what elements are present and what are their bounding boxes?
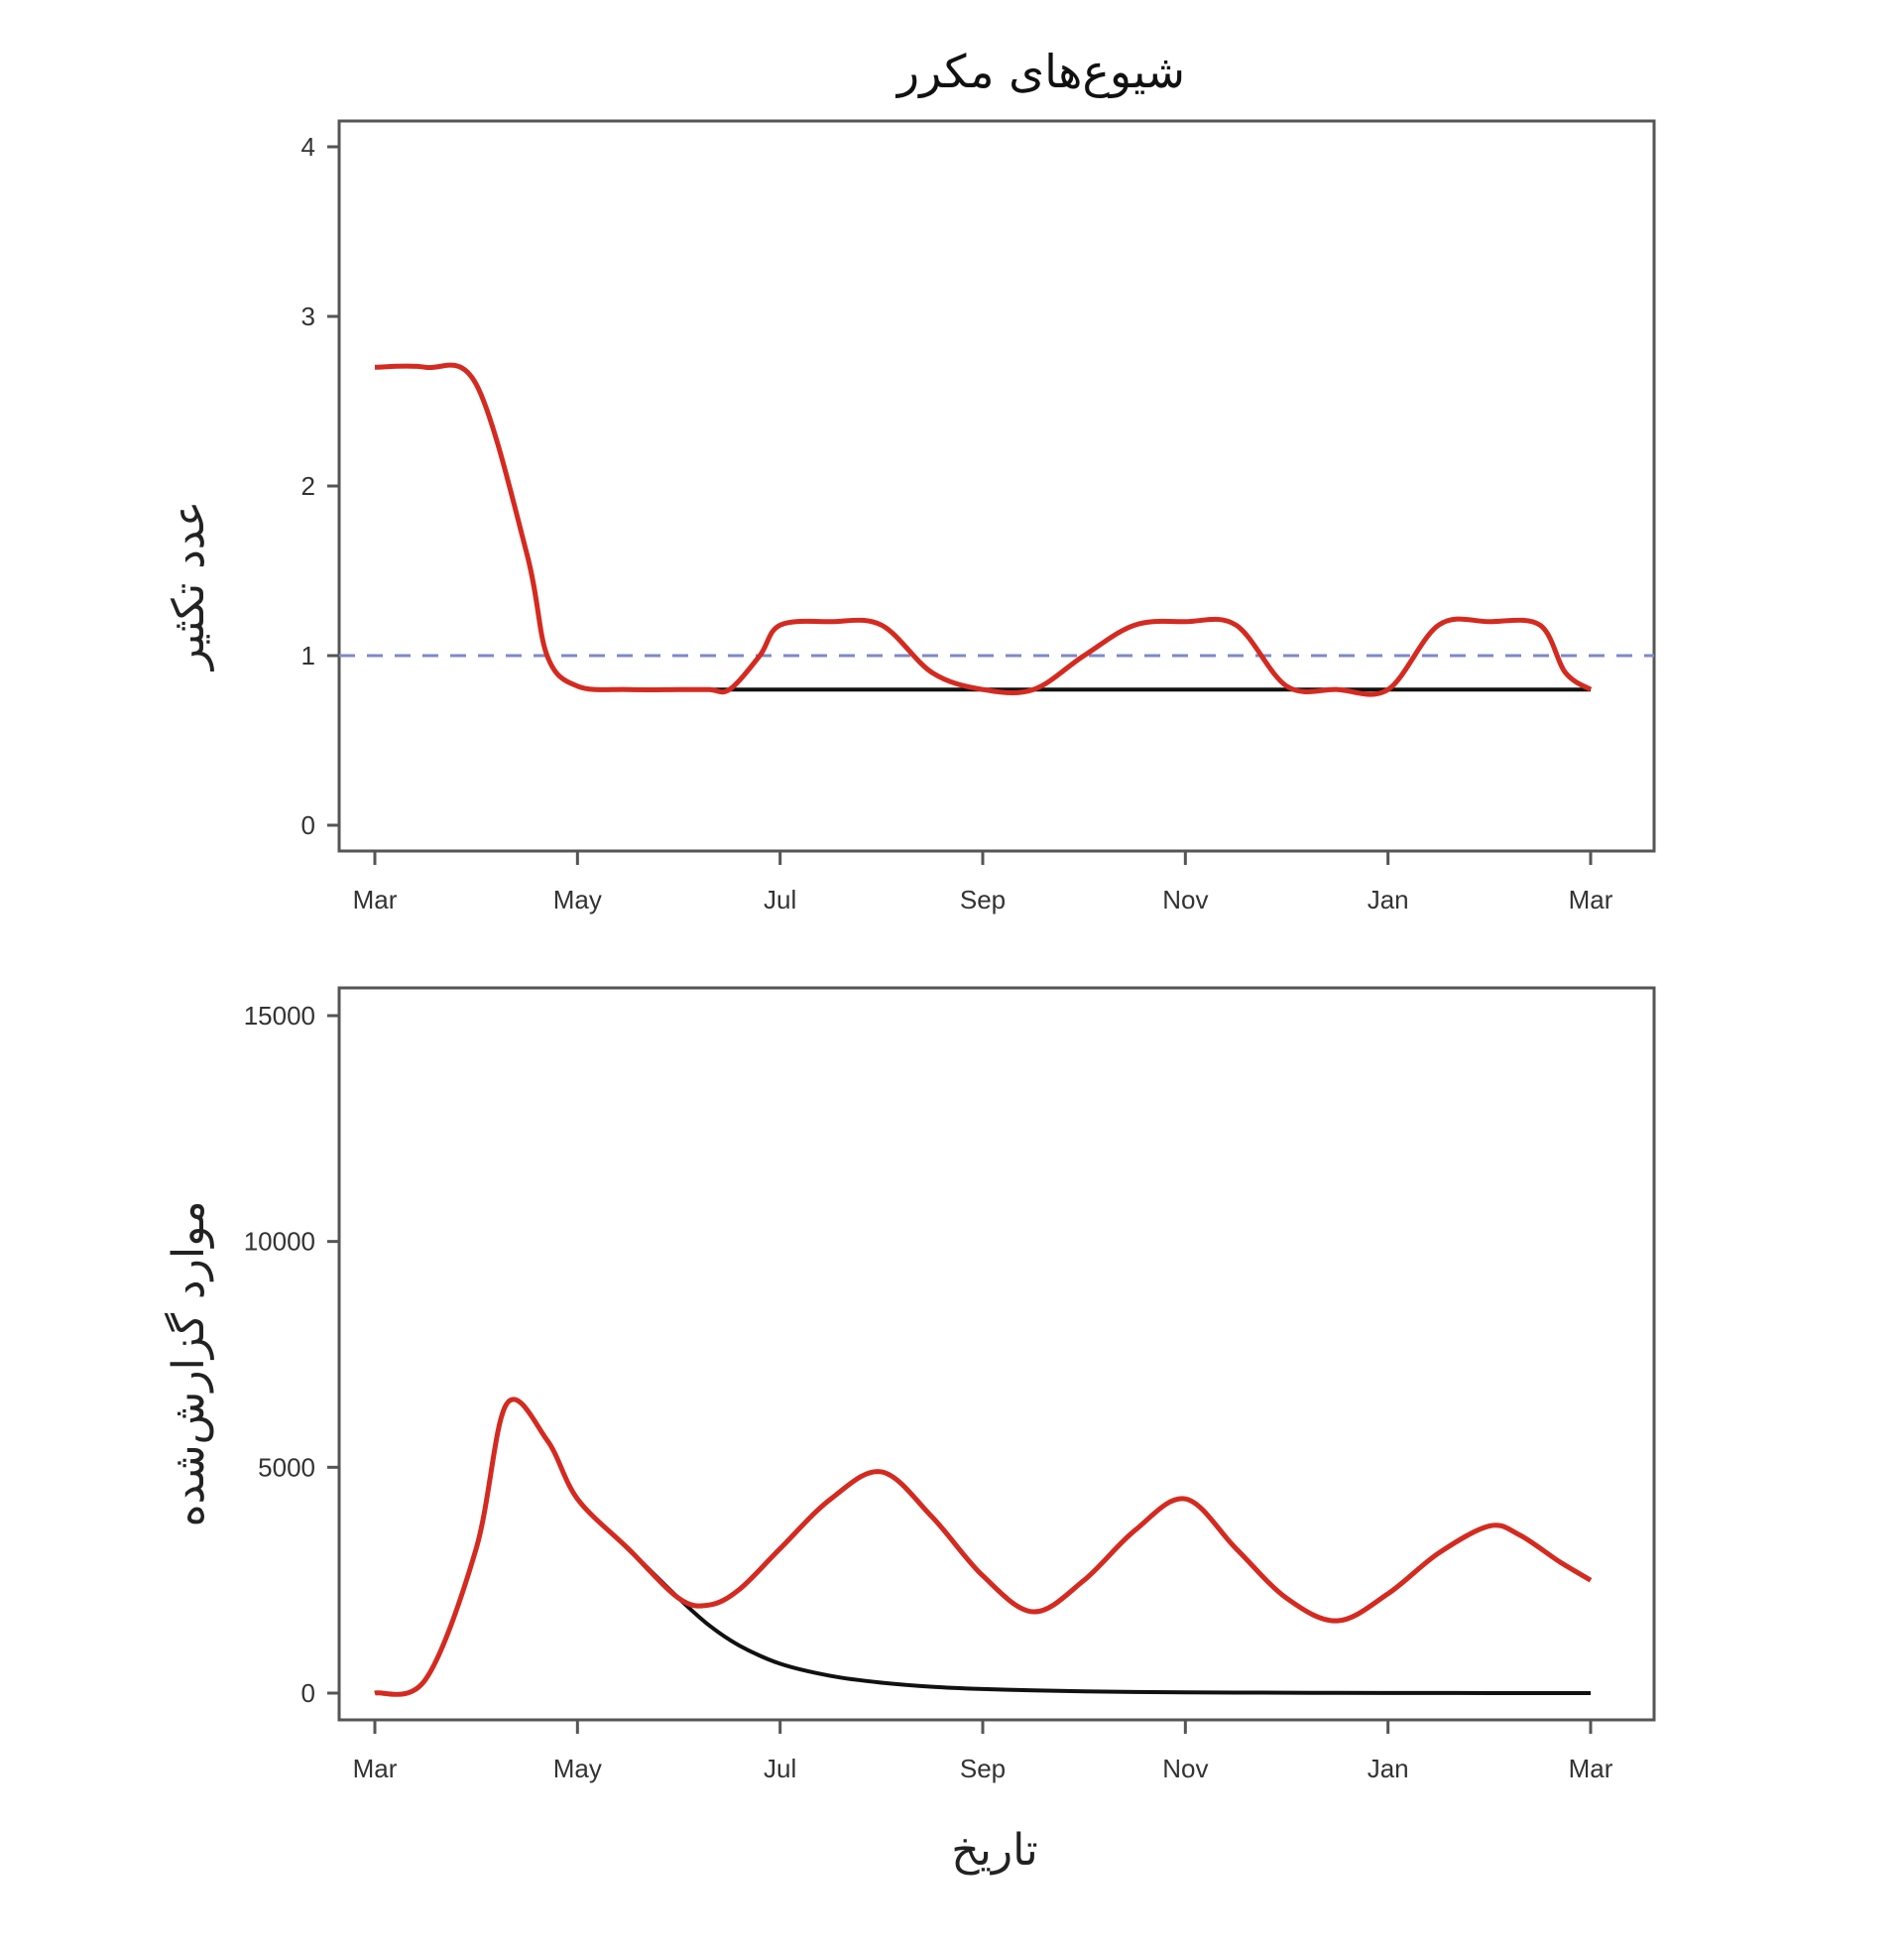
top-y-axis: 0 1 2 3 4 [301, 132, 339, 840]
x-axis-title: تاریخ [951, 1825, 1038, 1876]
chart-title: شیوع‌های مکرر [895, 45, 1185, 99]
x-tick-label: Mar [1569, 885, 1613, 914]
x-tick-label: Jul [764, 885, 796, 914]
y-tick-label: 0 [301, 810, 315, 840]
bottom-outbreak-line [374, 1397, 1593, 1697]
y-tick-label: 15000 [244, 1001, 315, 1031]
y-tick-label: 3 [301, 302, 315, 331]
bottom-y-axis-title: موارد گزارش‌شده [164, 1201, 214, 1527]
bottom-x-axis: Mar May Jul Sep Nov Jan Mar [353, 1720, 1613, 1783]
x-tick-label: Nov [1162, 1754, 1208, 1783]
y-tick-label: 4 [301, 132, 315, 162]
bottom-plot-frame [337, 986, 1656, 1722]
bottom-panel: 0 5000 10000 15000 Mar May Jul Sep Nov Jan Mar مو… [164, 986, 1656, 1783]
x-tick-label: Sep [960, 885, 1006, 914]
top-x-axis: Mar May Jul Sep Nov Jan Mar [353, 851, 1613, 914]
x-tick-label: Jan [1368, 1754, 1409, 1783]
x-tick-label: Mar [353, 885, 398, 914]
x-tick-label: Jul [764, 1754, 796, 1783]
y-tick-label: 1 [301, 641, 315, 670]
x-tick-label: Sep [960, 1754, 1006, 1783]
x-tick-label: Jan [1368, 885, 1409, 914]
y-tick-label: 2 [301, 471, 315, 501]
top-plot-frame [337, 119, 1656, 853]
bottom-y-axis: 0 5000 10000 15000 [244, 1001, 339, 1708]
y-tick-label: 0 [301, 1678, 315, 1708]
y-tick-label: 5000 [258, 1452, 315, 1482]
x-tick-label: May [553, 1754, 602, 1783]
x-tick-label: May [553, 885, 602, 914]
y-tick-label: 10000 [244, 1227, 315, 1257]
top-outbreak-line [374, 362, 1593, 697]
x-tick-label: Mar [353, 1754, 398, 1783]
x-tick-label: Mar [1569, 1754, 1613, 1783]
x-tick-label: Nov [1162, 885, 1208, 914]
top-y-axis-title: عدد تکثیر [164, 501, 214, 671]
top-panel: 0 1 2 3 4 Mar May Jul Sep Nov Jan Mar عدد تکثیر [164, 119, 1656, 914]
